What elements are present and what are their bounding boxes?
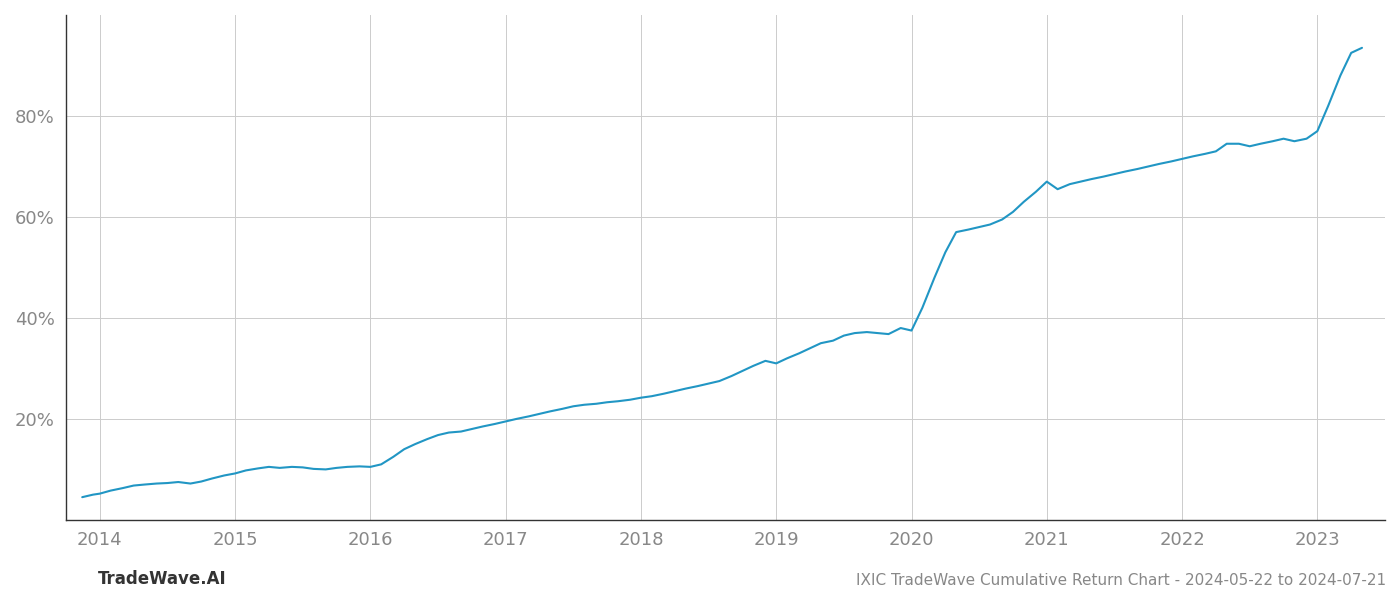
- Text: IXIC TradeWave Cumulative Return Chart - 2024-05-22 to 2024-07-21: IXIC TradeWave Cumulative Return Chart -…: [855, 573, 1386, 588]
- Text: TradeWave.AI: TradeWave.AI: [98, 570, 227, 588]
